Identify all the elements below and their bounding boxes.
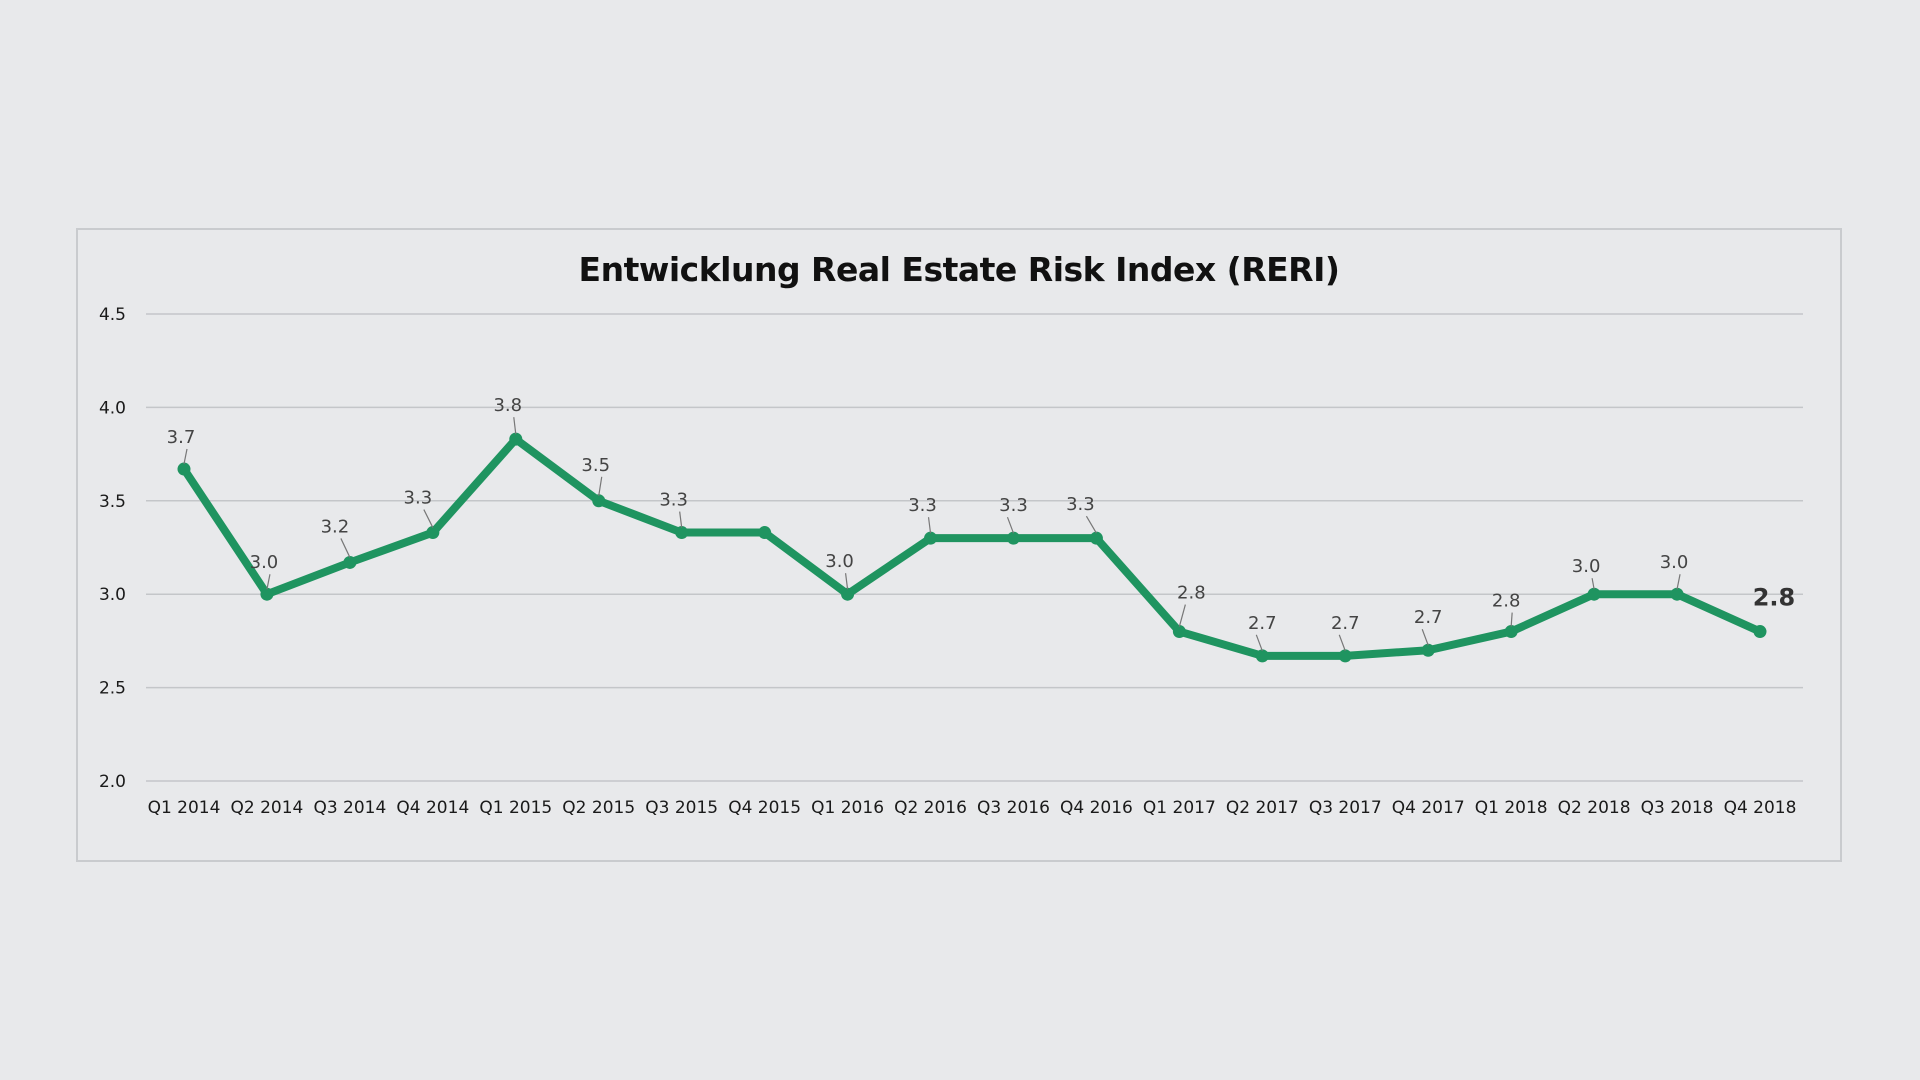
data-point <box>1421 643 1435 657</box>
y-tick-label: 3.0 <box>99 585 126 605</box>
y-tick-label: 4.0 <box>99 398 126 418</box>
leader-line <box>1006 516 1015 534</box>
chart-title: Entwicklung Real Estate Risk Index (RERI… <box>578 250 1340 289</box>
y-tick-label: 4.5 <box>99 305 126 325</box>
data-label: 2.8 <box>1492 591 1521 612</box>
leader-line <box>183 448 188 465</box>
x-tick-label: Q1 2015 <box>479 798 552 818</box>
x-tick-label: Q2 2018 <box>1558 798 1631 818</box>
leader-line <box>1421 629 1429 646</box>
x-tick-label: Q4 2018 <box>1724 798 1797 818</box>
data-point <box>1006 531 1020 545</box>
leader-line <box>598 476 603 496</box>
data-point <box>1587 587 1601 601</box>
data-label: 3.0 <box>1572 556 1601 577</box>
data-label: 3.0 <box>825 551 854 572</box>
data-point <box>343 555 357 569</box>
data-label: 2.7 <box>1248 613 1277 634</box>
leader-line <box>1338 634 1346 652</box>
data-point <box>1753 625 1767 639</box>
x-tick-label: Q4 2014 <box>396 798 469 818</box>
y-tick-label: 2.5 <box>99 679 126 699</box>
leader-line <box>513 417 517 435</box>
leader-line <box>1255 634 1263 652</box>
leader-line <box>1178 604 1186 627</box>
leader-line <box>1085 515 1097 534</box>
leader-line <box>266 574 271 590</box>
leader-line <box>340 538 351 558</box>
data-point <box>592 494 606 508</box>
x-tick-label: Q3 2014 <box>313 798 386 818</box>
x-tick-label: Q1 2014 <box>148 798 221 818</box>
data-label: 2.7 <box>1414 607 1443 628</box>
data-point <box>426 526 440 540</box>
x-tick-label: Q1 2018 <box>1475 798 1548 818</box>
y-tick-label: 2.0 <box>99 772 126 792</box>
data-label: 2.7 <box>1331 613 1360 634</box>
x-tick-label: Q3 2015 <box>645 798 718 818</box>
data-label: 2.8 <box>1177 583 1206 604</box>
leader-line <box>423 509 434 528</box>
line-chart: 2.0 2.5 3.0 3.5 4.0 4.5 Q1 2014 Q2 2014 Q3 2014 Q… <box>99 305 1803 818</box>
data-point <box>924 531 938 545</box>
series-line <box>180 435 1764 660</box>
x-tick-label: Q3 2017 <box>1309 798 1382 818</box>
data-point <box>1504 625 1518 639</box>
data-point <box>509 432 523 446</box>
data-label: 3.3 <box>999 495 1028 516</box>
data-point <box>1670 587 1684 601</box>
data-label: 3.5 <box>581 455 610 476</box>
data-label: 3.0 <box>1660 552 1689 573</box>
x-tick-label: Q2 2014 <box>231 798 304 818</box>
chart-frame: Entwicklung Real Estate Risk Index (RERI… <box>76 228 1842 862</box>
data-label: 3.3 <box>1066 494 1095 515</box>
data-point <box>1089 531 1103 545</box>
data-point <box>177 462 191 476</box>
x-tick-label: Q2 2015 <box>562 798 635 818</box>
x-tick-label: Q1 2017 <box>1143 798 1216 818</box>
data-label: 3.2 <box>321 516 350 537</box>
leader-line <box>1676 574 1681 590</box>
data-point <box>1255 649 1269 663</box>
x-tick-label: Q4 2015 <box>728 798 801 818</box>
data-point <box>758 526 772 540</box>
x-tick-label: Q2 2017 <box>1226 798 1299 818</box>
data-label: 3.3 <box>404 488 433 509</box>
data-label: 3.3 <box>908 495 937 516</box>
data-point <box>1172 625 1186 639</box>
leader-line <box>679 511 683 528</box>
leader-line <box>927 517 932 534</box>
x-tick-label: Q3 2018 <box>1641 798 1714 818</box>
x-tick-label: Q3 2016 <box>977 798 1050 818</box>
x-tick-label: Q4 2016 <box>1060 798 1133 818</box>
data-label: 3.0 <box>250 552 279 573</box>
leader-line <box>1591 578 1595 590</box>
data-point <box>675 526 689 540</box>
data-label: 2.8 <box>1753 584 1796 612</box>
data-label: 3.8 <box>493 395 522 416</box>
x-tick-label: Q1 2016 <box>811 798 884 818</box>
data-label: 3.7 <box>167 427 196 448</box>
data-point <box>1338 649 1352 663</box>
data-point <box>841 587 855 601</box>
data-label: 3.3 <box>659 490 688 511</box>
x-tick-label: Q4 2017 <box>1392 798 1465 818</box>
x-tick-label: Q2 2016 <box>894 798 967 818</box>
leader-line <box>844 573 849 590</box>
data-point <box>260 587 274 601</box>
leader-line <box>1510 612 1513 627</box>
y-tick-label: 3.5 <box>99 492 126 512</box>
